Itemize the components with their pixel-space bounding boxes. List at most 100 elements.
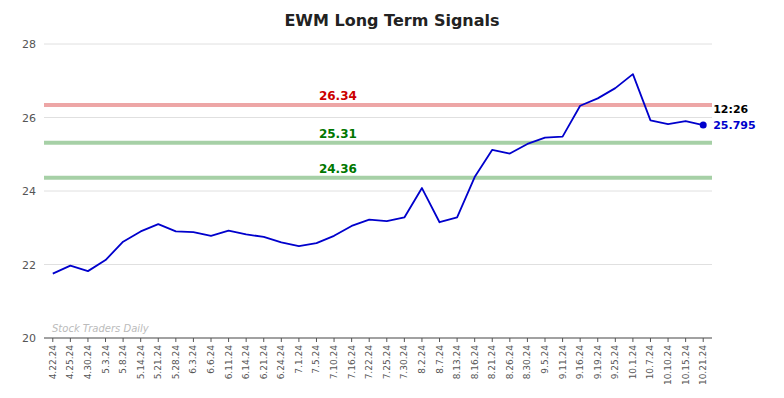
x-tick bbox=[211, 338, 212, 342]
band-label: 24.36 bbox=[319, 162, 357, 176]
x-tick-label: 4.30.24 bbox=[83, 345, 93, 380]
x-tick-label: 5.28.24 bbox=[171, 345, 181, 380]
x-tick bbox=[386, 338, 387, 342]
x-tick-label: 8.30.24 bbox=[522, 345, 532, 380]
x-tick bbox=[105, 338, 106, 342]
y-tick-label: 26 bbox=[22, 112, 36, 125]
title: EWM Long Term Signals bbox=[284, 11, 499, 30]
x-tick-label: 10.15.24 bbox=[681, 345, 691, 385]
x-tick-label: 6.21.24 bbox=[259, 345, 269, 380]
x-tick-label: 5.14.24 bbox=[136, 345, 146, 380]
watermark: Stock Traders Daily bbox=[52, 323, 150, 334]
x-tick bbox=[193, 338, 194, 342]
x-tick bbox=[52, 338, 53, 342]
annotations: 26.3425.3124.36Stock Traders Daily12:262… bbox=[52, 89, 756, 334]
x-tick-label: 5.21.24 bbox=[153, 345, 163, 380]
x-tick-label: 10.10.24 bbox=[663, 345, 673, 385]
x-tick-label: 6.3.24 bbox=[188, 345, 198, 374]
x-tick bbox=[298, 338, 299, 342]
series bbox=[53, 74, 707, 274]
x-tick bbox=[228, 338, 229, 342]
grid-line bbox=[44, 191, 712, 192]
x-tick bbox=[492, 338, 493, 342]
price-line bbox=[53, 74, 703, 274]
x-tick bbox=[246, 338, 247, 342]
x-tick-label: 6.14.24 bbox=[241, 345, 251, 380]
point-label: 25.795 bbox=[713, 119, 755, 132]
x-tick bbox=[369, 338, 370, 342]
x-tick-label: 6.24.24 bbox=[276, 345, 286, 380]
x-tick bbox=[703, 338, 704, 342]
x-tick bbox=[474, 338, 475, 342]
x-tick-label: 7.1.24 bbox=[294, 345, 304, 374]
x-tick bbox=[457, 338, 458, 342]
x-tick bbox=[334, 338, 335, 342]
x-tick-label: 9.25.24 bbox=[610, 345, 620, 380]
x-tick bbox=[351, 338, 352, 342]
x-tick bbox=[668, 338, 669, 342]
x-tick-label: 10.7.24 bbox=[645, 345, 655, 380]
x-tick-label: 5.3.24 bbox=[101, 345, 111, 374]
x-tick-label: 7.22.24 bbox=[364, 345, 374, 380]
x-tick-label: 4.22.24 bbox=[48, 345, 58, 380]
x-tick-label: 8.7.24 bbox=[435, 345, 445, 374]
x-tick bbox=[509, 338, 510, 342]
chart: EWM Long Term Signals20222426284.22.244.… bbox=[0, 0, 784, 398]
x-tick bbox=[527, 338, 528, 342]
x-tick-label: 7.5.24 bbox=[311, 345, 321, 374]
x-tick bbox=[316, 338, 317, 342]
x-tick-label: 7.30.24 bbox=[399, 345, 409, 380]
x-tick bbox=[650, 338, 651, 342]
x-tick-label: 6.11.24 bbox=[224, 345, 234, 380]
y-axis: 2022242628 bbox=[22, 38, 712, 345]
x-tick bbox=[123, 338, 124, 342]
x-tick-label: 10.21.24 bbox=[698, 345, 708, 385]
x-tick bbox=[632, 338, 633, 342]
band-line bbox=[44, 176, 712, 180]
grid-line bbox=[44, 338, 712, 339]
x-tick-label: 8.26.24 bbox=[505, 345, 515, 380]
x-tick bbox=[685, 338, 686, 342]
x-tick bbox=[404, 338, 405, 342]
band-line bbox=[44, 141, 712, 145]
x-tick bbox=[158, 338, 159, 342]
x-tick-label: 7.16.24 bbox=[347, 345, 357, 380]
y-tick-label: 22 bbox=[22, 259, 36, 272]
grid-line bbox=[44, 44, 712, 45]
axis-line bbox=[44, 338, 712, 339]
x-tick-label: 9.19.24 bbox=[593, 345, 603, 380]
x-tick bbox=[263, 338, 264, 342]
x-tick bbox=[87, 338, 88, 342]
x-tick-label: 7.10.24 bbox=[329, 345, 339, 380]
band-lines bbox=[44, 105, 712, 178]
x-tick bbox=[175, 338, 176, 342]
grid-line bbox=[44, 264, 712, 265]
x-tick-label: 9.16.24 bbox=[575, 345, 585, 380]
x-tick-label: 8.16.24 bbox=[470, 345, 480, 380]
x-tick bbox=[580, 338, 581, 342]
x-tick-label: 8.13.24 bbox=[452, 345, 462, 380]
x-axis: 4.22.24 4.25.24 4.30.24 5.3.24 5.8.24 5.14.24… bbox=[44, 338, 712, 385]
x-tick bbox=[281, 338, 282, 342]
x-tick-label: 8.21.24 bbox=[487, 345, 497, 380]
grid-line bbox=[44, 117, 712, 118]
x-tick bbox=[439, 338, 440, 342]
x-tick-label: 10.1.24 bbox=[628, 345, 638, 380]
point-label: 12:26 bbox=[713, 103, 748, 116]
x-tick bbox=[421, 338, 422, 342]
x-tick-label: 6.6.24 bbox=[206, 345, 216, 374]
x-tick-label: 7.25.24 bbox=[382, 345, 392, 380]
x-tick bbox=[615, 338, 616, 342]
y-tick-label: 28 bbox=[22, 38, 36, 51]
x-tick-label: 5.8.24 bbox=[118, 345, 128, 374]
x-tick bbox=[70, 338, 71, 342]
last-point bbox=[700, 122, 707, 129]
x-tick bbox=[562, 338, 563, 342]
x-tick-label: 9.11.24 bbox=[558, 345, 568, 380]
x-tick-label: 9.5.24 bbox=[540, 345, 550, 374]
band-label: 26.34 bbox=[319, 89, 357, 103]
x-tick-label: 8.2.24 bbox=[417, 345, 427, 374]
y-tick-label: 24 bbox=[22, 185, 36, 198]
x-tick-label: 4.25.24 bbox=[65, 345, 75, 380]
x-tick bbox=[545, 338, 546, 342]
